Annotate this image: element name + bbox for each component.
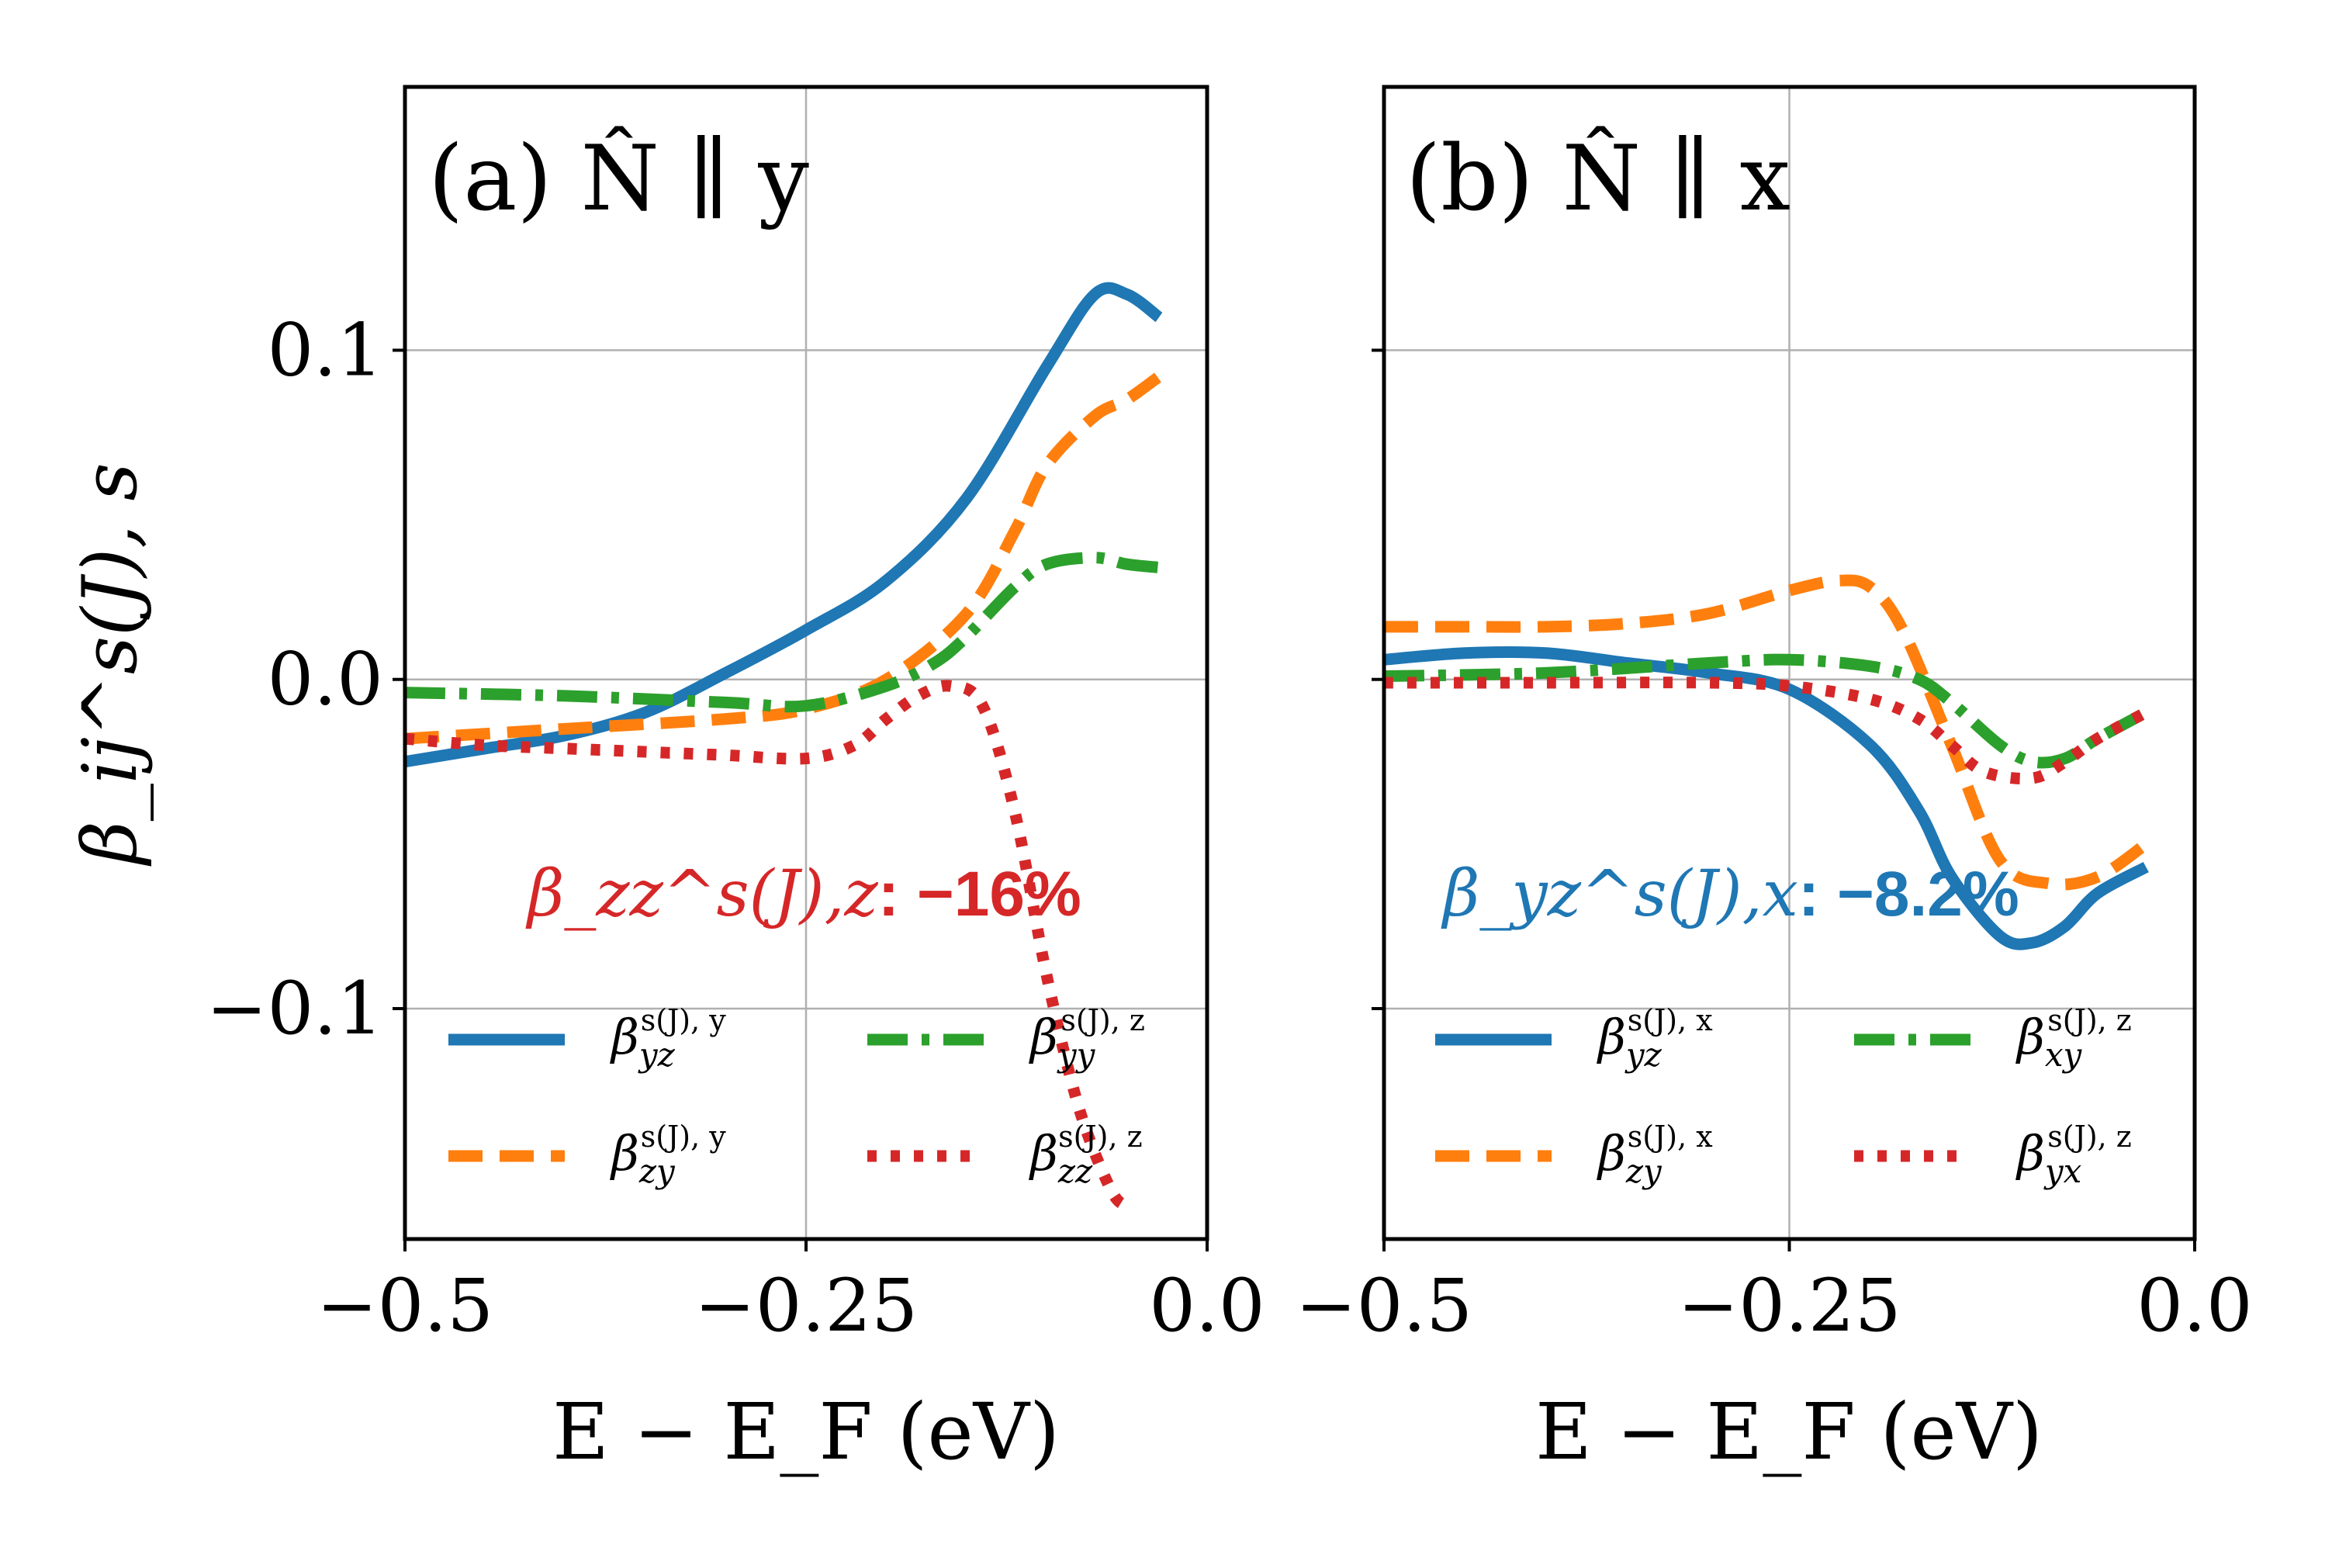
legend-label-a-0: βyzs(J), y — [610, 1003, 726, 1074]
annotation-label-b: β_yz^s(J),x — [1441, 857, 1798, 931]
x-axis-label-a: E − E_F (eV) — [552, 1386, 1060, 1477]
legend-a: βyzs(J), y βzys(J), y βyys(J), z βzzs(J), z — [448, 1003, 1145, 1190]
panel-a: −0.5 −0.25 0.0 −0.1 0.0 0.1 (a) N̂ ∥ y β_zz^s… — [206, 85, 1265, 1348]
x-tick-label-b-0: −0.5 — [1296, 1264, 1472, 1348]
ticks-b: −0.5 −0.25 0.0 — [1296, 348, 2253, 1348]
series-line-a-zz-dotted — [405, 680, 1131, 1211]
legend-label-b-3: βyxs(J), z — [2015, 1120, 2132, 1190]
x-tick-label-a-0: −0.5 — [317, 1264, 493, 1348]
x-tick-label-b-2: 0.0 — [2137, 1264, 2253, 1348]
series-line-a-zy-dashed — [405, 372, 1163, 745]
series-line-a-yy-dashdot — [405, 552, 1160, 713]
annotation-value-b: : −8.2% — [1798, 859, 2019, 929]
y-axis-label: β_ij^s(J), s — [67, 462, 154, 866]
series-line-a-yz-solid — [405, 282, 1163, 768]
annotation-label-a: β_zz^s(J),z — [525, 857, 879, 931]
series-group-b — [1384, 574, 2150, 950]
series-line-b-yz-solid — [1384, 646, 2149, 950]
legend-b: βyzs(J), x βzys(J), x βxys(J), z βyxs(J), z — [1435, 1003, 2132, 1190]
x-tick-label-b-1: −0.25 — [1677, 1264, 1901, 1348]
legend-label-b-2: βxys(J), z — [2015, 1003, 2132, 1074]
x-tick-label-a-1: −0.25 — [694, 1264, 918, 1348]
series-line-b-xy-dashdot — [1384, 653, 2149, 769]
panel-b: −0.5 −0.25 0.0 (b) N̂ ∥ x β_yz^s(J),x: −8.… — [1296, 85, 2253, 1348]
ticks-a: −0.5 −0.25 0.0 −0.1 0.0 0.1 — [206, 308, 1265, 1348]
panel-title-b: (b) N̂ ∥ x — [1406, 126, 1791, 231]
legend-label-b-1: βzys(J), x — [1597, 1120, 1713, 1190]
series-group-a — [405, 282, 1163, 1211]
y-tick-label-a-0: −0.1 — [206, 967, 383, 1051]
legend-label-a-2: βyys(J), z — [1029, 1003, 1145, 1074]
panel-title-a: (a) N̂ ∥ y — [428, 126, 809, 231]
annotation-value-a: : −16% — [878, 859, 1081, 929]
legend-label-a-1: βzys(J), y — [610, 1120, 726, 1190]
x-axis-label-b: E − E_F (eV) — [1535, 1386, 2043, 1477]
x-tick-label-a-2: 0.0 — [1149, 1264, 1265, 1348]
y-tick-label-a-1: 0.0 — [268, 638, 384, 722]
series-line-b-yx-dotted — [1384, 677, 2149, 785]
legend-label-b-0: βyzs(J), x — [1597, 1003, 1713, 1074]
annotation-a: β_zz^s(J),z: −16% — [525, 857, 1081, 931]
legend-label-a-3: βzzs(J), z — [1029, 1120, 1143, 1190]
annotation-b: β_yz^s(J),x: −8.2% — [1441, 857, 2019, 931]
y-tick-label-a-2: 0.1 — [268, 308, 384, 393]
series-line-b-zy-dashed — [1384, 574, 2150, 891]
